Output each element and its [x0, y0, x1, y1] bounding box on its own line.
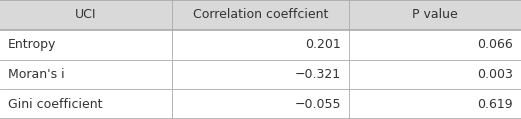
- Text: −0.055: −0.055: [295, 98, 341, 111]
- Text: Entropy: Entropy: [8, 38, 56, 51]
- Text: 0.066: 0.066: [477, 38, 513, 51]
- Text: −0.321: −0.321: [295, 68, 341, 81]
- Bar: [0, 60, 521, 89]
- Text: UCI: UCI: [75, 8, 97, 21]
- Bar: [0, 89, 521, 119]
- Text: P value: P value: [412, 8, 458, 21]
- Text: 0.201: 0.201: [305, 38, 341, 51]
- Text: Moran's i: Moran's i: [8, 68, 65, 81]
- Text: 0.619: 0.619: [478, 98, 513, 111]
- Bar: [0, 30, 521, 60]
- Bar: [0, 0, 521, 30]
- Text: Gini coefficient: Gini coefficient: [8, 98, 102, 111]
- Text: Correlation coeffcient: Correlation coeffcient: [193, 8, 328, 21]
- Text: 0.003: 0.003: [477, 68, 513, 81]
